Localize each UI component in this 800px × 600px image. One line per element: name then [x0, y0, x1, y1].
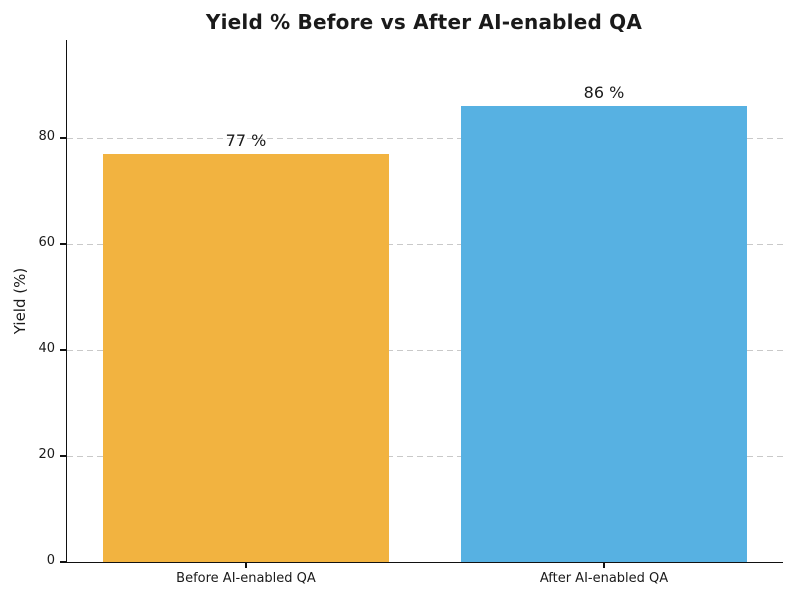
y-tick-label: 0	[46, 553, 55, 568]
y-axis-label: Yield (%)	[11, 267, 29, 335]
y-tick-mark	[60, 561, 66, 563]
plot-area: 77 % 86 % 0 20 40 60 80 Before AI-enabled QA A…	[38, 40, 783, 586]
y-tick-label: 40	[38, 341, 55, 357]
gridline	[67, 456, 783, 457]
y-tick-mark	[60, 137, 66, 139]
y-tick-mark	[60, 455, 66, 457]
gridline	[67, 350, 783, 352]
bar-before	[102, 153, 390, 562]
y-tick-label: 80	[38, 129, 55, 145]
chart-title: Yield % Before vs After AI-enabled QA	[205, 10, 643, 34]
x-tick-mark	[245, 562, 247, 568]
y-tick-label: 20	[38, 447, 55, 462]
bar-value-label: 86 %	[583, 83, 625, 103]
x-tick-label: Before AI-enabled QA	[176, 571, 316, 586]
bar-value-label: 77 %	[225, 130, 267, 150]
bar-after	[460, 106, 748, 562]
x-tick-mark	[603, 562, 605, 568]
gridline	[67, 244, 783, 246]
y-tick-mark	[60, 349, 66, 351]
y-tick-label: 60	[38, 235, 55, 251]
y-tick-mark	[60, 243, 66, 245]
x-tick-label: After AI-enabled QA	[539, 571, 669, 586]
gridline	[67, 138, 783, 140]
